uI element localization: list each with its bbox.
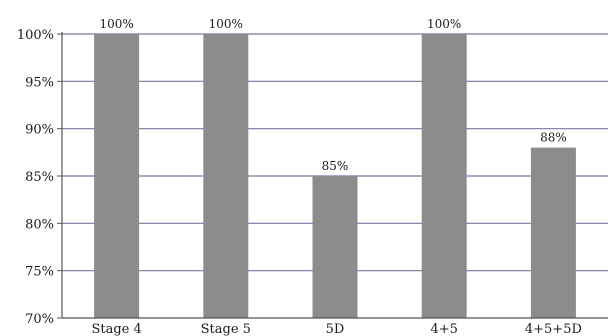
data-label: 100% <box>427 17 461 31</box>
x-tick-label: 5D <box>326 322 345 336</box>
bar-stage-5 <box>203 34 249 318</box>
y-tick-label: 75% <box>25 265 54 280</box>
y-tick-label: 95% <box>25 75 54 90</box>
y-tick-label: 70% <box>25 312 54 327</box>
data-label: 88% <box>540 131 567 145</box>
bar-4-5-5d <box>530 147 576 318</box>
data-label: 85% <box>322 159 349 173</box>
axes <box>57 32 608 319</box>
x-tick-label: 4+5 <box>430 322 457 336</box>
y-tick-label: 85% <box>25 170 54 185</box>
bars <box>94 34 576 318</box>
data-label: 100% <box>209 17 243 31</box>
labels: 70% 75% 80% 85% 90% 95% 100% 100% Stage 4 100% Sta… <box>17 17 582 336</box>
data-label: 100% <box>99 17 133 31</box>
bar-5d <box>312 176 358 318</box>
y-tick-label: 100% <box>17 28 54 43</box>
y-tick-label: 80% <box>25 217 54 232</box>
bar-stage-4 <box>94 34 140 318</box>
y-tick-label: 90% <box>25 123 54 138</box>
x-tick-label: Stage 5 <box>201 322 251 336</box>
x-tick-label: Stage 4 <box>91 322 141 336</box>
bar-4-5 <box>421 34 467 318</box>
x-tick-label: 4+5+5D <box>525 322 582 336</box>
